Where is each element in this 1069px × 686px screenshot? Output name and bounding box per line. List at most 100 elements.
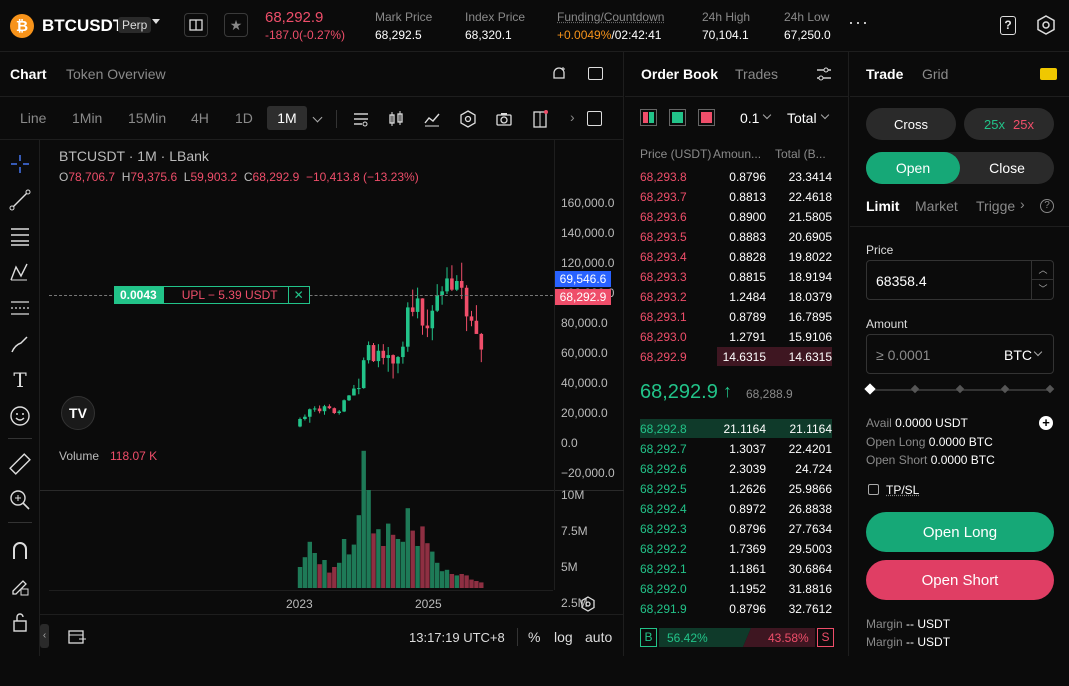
price-axis[interactable]: 160,000.0140,000.0120,000.0100,000.080,0… xyxy=(554,140,624,490)
margin-mode-button[interactable]: Cross xyxy=(866,108,956,140)
slider-step[interactable] xyxy=(955,384,965,394)
open-tab-button[interactable]: Open xyxy=(866,152,960,184)
tick-dropdown-icon[interactable] xyxy=(762,110,772,120)
bid-row[interactable]: 68,292.7 1.3037 22.4201 xyxy=(640,439,848,458)
percent-toggle[interactable]: % xyxy=(528,629,541,645)
bid-row[interactable]: 68,292.4 0.8972 26.8838 xyxy=(640,499,848,518)
close-tab-button[interactable]: Close xyxy=(989,160,1025,176)
amount-input[interactable]: ≥ 0.0001 BTC xyxy=(866,334,1054,374)
bid-row[interactable]: 68,292.6 2.3039 24.724 xyxy=(640,459,848,478)
brush-icon[interactable] xyxy=(8,332,32,356)
zoom-in-icon[interactable] xyxy=(8,488,32,512)
amount-unit-dropdown-icon[interactable] xyxy=(1033,347,1043,357)
price-stepper[interactable]: ︿ ﹀ xyxy=(1031,261,1054,299)
indicators-icon[interactable] xyxy=(352,110,370,131)
bid-row[interactable]: 68,291.9 0.8796 32.7612 xyxy=(640,599,848,618)
ask-row[interactable]: 68,293.4 0.8828 19.8022 xyxy=(640,247,848,266)
order-type-help-icon[interactable]: ? xyxy=(1040,199,1054,213)
ask-row[interactable]: 68,292.9 14.6315 14.6315 xyxy=(640,347,848,366)
ask-row[interactable]: 68,293.3 0.8815 18.9194 xyxy=(640,267,848,286)
expand-icon[interactable] xyxy=(587,111,602,126)
bid-row[interactable]: 68,292.3 0.8796 27.7634 xyxy=(640,519,848,538)
lock-icon[interactable] xyxy=(8,662,32,686)
chart-settings-icon[interactable] xyxy=(459,110,477,131)
tick-size-select[interactable]: 0.1 xyxy=(740,110,760,126)
collapse-toolbar-icon[interactable]: ‹ xyxy=(40,624,49,648)
interval-15min[interactable]: 15Min xyxy=(128,110,167,126)
tab-chart[interactable]: Chart xyxy=(10,66,47,82)
ruler-icon[interactable] xyxy=(8,452,32,476)
more-icon[interactable]: ··· xyxy=(848,12,869,32)
slider-step[interactable] xyxy=(1000,384,1010,394)
order-type-limit[interactable]: Limit xyxy=(866,198,900,214)
price-up-icon[interactable]: ︿ xyxy=(1032,261,1054,280)
view-bids-icon[interactable] xyxy=(669,109,686,126)
interval-1m-active[interactable]: 1M xyxy=(267,106,307,130)
interval-dropdown-icon[interactable] xyxy=(312,112,323,123)
settings-gear-icon[interactable] xyxy=(1036,15,1056,38)
bid-row[interactable]: 68,292.0 1.1952 31.8816 xyxy=(640,579,848,598)
symbol-name[interactable]: BTCUSDT xyxy=(42,16,124,35)
ask-row[interactable]: 68,293.6 0.8900 21.5805 xyxy=(640,207,848,226)
slider-step[interactable] xyxy=(1045,384,1055,394)
pattern-icon[interactable] xyxy=(8,260,32,284)
camera-icon[interactable] xyxy=(495,110,513,131)
slider-step[interactable] xyxy=(910,384,920,394)
ask-row[interactable]: 68,293.2 1.2484 18.0379 xyxy=(640,287,848,306)
slider-handle[interactable] xyxy=(864,383,876,395)
leverage-button[interactable]: 25x 25x xyxy=(964,108,1054,140)
trend-line-icon[interactable] xyxy=(8,188,32,212)
toolbar-scroll-right-icon[interactable]: › xyxy=(570,109,575,125)
total-dropdown-icon[interactable] xyxy=(820,110,830,120)
log-toggle[interactable]: log xyxy=(554,629,573,645)
amount-unit-select[interactable]: BTC xyxy=(1004,347,1032,363)
tab-trade[interactable]: Trade xyxy=(866,66,904,82)
ticket-icon[interactable] xyxy=(1040,68,1057,80)
fullscreen-icon[interactable] xyxy=(588,67,603,80)
text-tool-icon[interactable]: T xyxy=(13,368,27,392)
chart-style-icon[interactable] xyxy=(423,110,441,131)
order-type-market[interactable]: Market xyxy=(915,198,958,214)
alert-add-icon[interactable] xyxy=(551,66,567,85)
tab-token-overview[interactable]: Token Overview xyxy=(66,66,166,82)
lock-icon[interactable] xyxy=(8,610,32,634)
ask-row[interactable]: 68,293.5 0.8883 20.6905 xyxy=(640,227,848,246)
volume-chart[interactable] xyxy=(49,440,553,590)
order-type-trigger[interactable]: Trigge xyxy=(976,198,1016,214)
emoji-icon[interactable] xyxy=(8,404,32,428)
ask-row[interactable]: 68,293.8 0.8796 23.3414 xyxy=(640,167,848,186)
lock-drawing-icon[interactable] xyxy=(8,574,32,598)
fib-retracement-icon[interactable] xyxy=(8,296,32,320)
position-close-button[interactable]: ✕ xyxy=(288,286,310,304)
tab-order-book[interactable]: Order Book xyxy=(641,66,719,82)
horizontal-lines-icon[interactable] xyxy=(8,224,32,248)
view-both-icon[interactable] xyxy=(640,109,657,126)
bid-row[interactable]: 68,292.1 1.1861 30.6864 xyxy=(640,559,848,578)
position-tag[interactable]: 0.0043 UPL − 5.39 USDT ✕ xyxy=(114,286,310,304)
add-funds-icon[interactable]: + xyxy=(1039,416,1053,430)
orderbook-settings-icon[interactable] xyxy=(815,66,833,85)
book-icon[interactable] xyxy=(184,13,208,37)
price-input[interactable]: 68358.4 ︿ ﹀ xyxy=(866,260,1054,300)
bid-row[interactable]: 68,292.5 1.2626 25.9866 xyxy=(640,479,848,498)
candle-type-icon[interactable] xyxy=(387,110,405,131)
symbol-dropdown-icon[interactable] xyxy=(152,19,160,24)
ask-row[interactable]: 68,293.7 0.8813 22.4618 xyxy=(640,187,848,206)
amount-slider[interactable] xyxy=(864,383,1055,395)
order-types-scroll-icon[interactable]: › xyxy=(1020,196,1025,212)
price-down-icon[interactable]: ﹀ xyxy=(1038,284,1048,294)
total-mode-select[interactable]: Total xyxy=(787,110,817,126)
candlestick-chart[interactable] xyxy=(49,140,553,490)
favorite-star-icon[interactable]: ★ xyxy=(224,13,248,37)
crosshair-icon[interactable] xyxy=(8,152,32,176)
help-icon[interactable]: ? xyxy=(1000,16,1016,35)
view-asks-icon[interactable] xyxy=(698,109,715,126)
layout-icon[interactable] xyxy=(531,109,549,132)
ask-row[interactable]: 68,293.0 1.2791 15.9106 xyxy=(640,327,848,346)
open-short-button[interactable]: Open Short xyxy=(866,560,1054,600)
interval-1d[interactable]: 1D xyxy=(235,110,253,126)
bid-row[interactable]: 68,292.2 1.7369 29.5003 xyxy=(640,539,848,558)
date-range-icon[interactable] xyxy=(67,628,87,649)
tab-trades[interactable]: Trades xyxy=(735,66,779,82)
interval-1min[interactable]: 1Min xyxy=(72,110,103,126)
